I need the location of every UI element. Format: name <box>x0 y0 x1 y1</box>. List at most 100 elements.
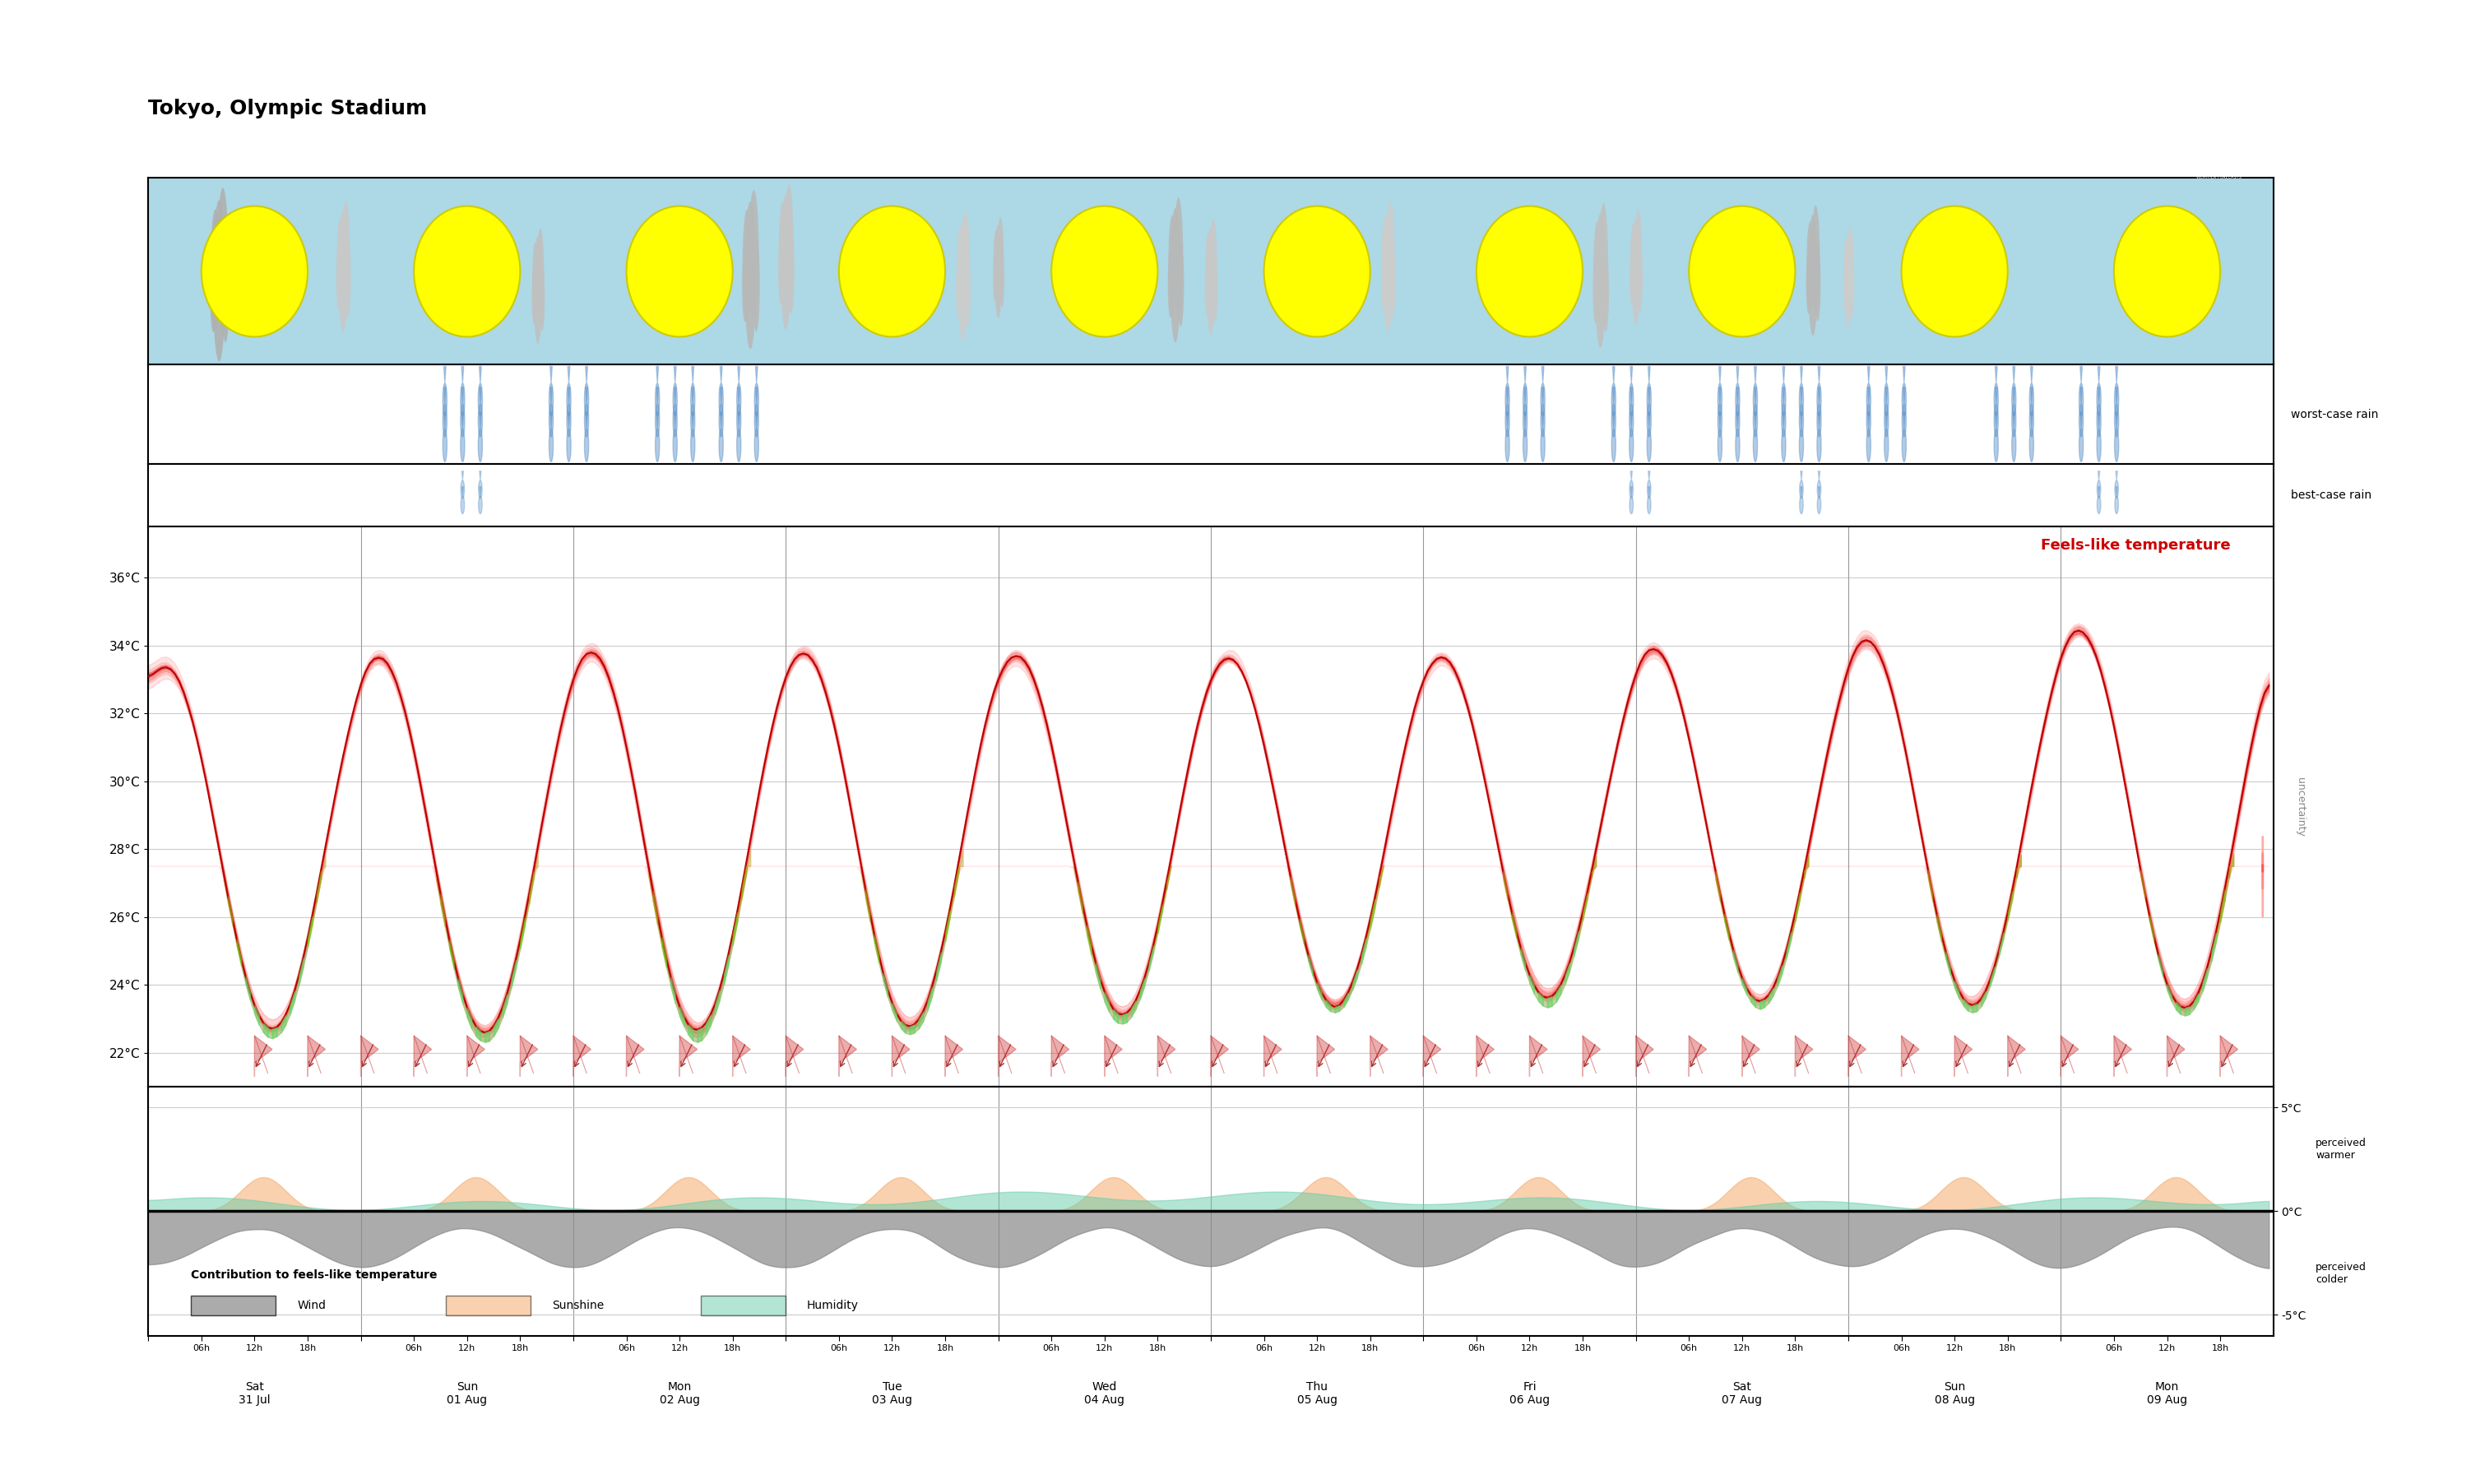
Polygon shape <box>549 429 554 462</box>
Ellipse shape <box>1213 255 1218 322</box>
Ellipse shape <box>210 209 220 329</box>
Polygon shape <box>1648 404 1651 436</box>
Polygon shape <box>2115 481 2118 499</box>
Polygon shape <box>2029 404 2034 436</box>
Polygon shape <box>1782 429 1787 462</box>
Polygon shape <box>1648 429 1651 462</box>
Polygon shape <box>566 429 571 462</box>
Polygon shape <box>680 1036 697 1076</box>
Polygon shape <box>566 404 571 436</box>
Ellipse shape <box>959 220 969 341</box>
Polygon shape <box>1903 429 1905 462</box>
Polygon shape <box>734 1036 751 1076</box>
Ellipse shape <box>993 224 1003 319</box>
Ellipse shape <box>1599 203 1609 321</box>
Polygon shape <box>1423 1036 1441 1076</box>
Ellipse shape <box>222 242 230 343</box>
Text: Mon
09 Aug: Mon 09 Aug <box>2147 1382 2187 1405</box>
Ellipse shape <box>993 230 998 300</box>
Ellipse shape <box>1843 264 1846 310</box>
Polygon shape <box>2221 1036 2239 1076</box>
Polygon shape <box>1754 429 1757 462</box>
Polygon shape <box>628 1036 645 1076</box>
Polygon shape <box>736 383 741 416</box>
Ellipse shape <box>217 188 227 329</box>
Polygon shape <box>1735 404 1740 436</box>
Ellipse shape <box>1381 249 1386 310</box>
Polygon shape <box>2006 1036 2026 1076</box>
Text: best-case rain: best-case rain <box>2291 490 2372 502</box>
Ellipse shape <box>1171 208 1181 343</box>
Polygon shape <box>1628 429 1633 462</box>
Text: Sun
08 Aug: Sun 08 Aug <box>1935 1382 1974 1405</box>
Text: ECMWF: ECMWF <box>2298 138 2350 150</box>
Polygon shape <box>2078 404 2083 436</box>
Polygon shape <box>1522 383 1527 416</box>
Ellipse shape <box>783 184 793 303</box>
Polygon shape <box>309 1036 326 1076</box>
Text: perceived
colder: perceived colder <box>2315 1261 2367 1285</box>
Text: Sat
07 Aug: Sat 07 Aug <box>1722 1382 1762 1405</box>
Polygon shape <box>2115 404 2118 436</box>
Ellipse shape <box>956 227 964 318</box>
Ellipse shape <box>1169 251 1174 318</box>
Ellipse shape <box>415 206 521 337</box>
Ellipse shape <box>1596 214 1606 347</box>
Ellipse shape <box>788 230 793 313</box>
Ellipse shape <box>744 202 756 349</box>
Polygon shape <box>586 383 588 416</box>
Ellipse shape <box>1806 221 1814 312</box>
Ellipse shape <box>744 209 751 321</box>
Ellipse shape <box>1594 257 1599 324</box>
Polygon shape <box>2078 383 2083 416</box>
Polygon shape <box>2029 383 2034 416</box>
Polygon shape <box>460 496 465 513</box>
Polygon shape <box>998 1036 1016 1076</box>
Ellipse shape <box>339 211 348 332</box>
Ellipse shape <box>1384 211 1394 332</box>
Ellipse shape <box>964 251 971 326</box>
Ellipse shape <box>1594 221 1601 322</box>
Polygon shape <box>1816 383 1821 416</box>
Polygon shape <box>361 1036 378 1076</box>
Polygon shape <box>1505 383 1510 416</box>
Ellipse shape <box>1843 239 1848 310</box>
Polygon shape <box>1522 429 1527 462</box>
Polygon shape <box>460 481 465 499</box>
Polygon shape <box>2115 429 2118 462</box>
Polygon shape <box>692 429 694 462</box>
Polygon shape <box>1690 1036 1707 1076</box>
Polygon shape <box>1317 1036 1334 1076</box>
FancyBboxPatch shape <box>445 1296 531 1316</box>
Polygon shape <box>566 383 571 416</box>
Polygon shape <box>586 429 588 462</box>
Polygon shape <box>946 1036 964 1076</box>
Ellipse shape <box>210 252 217 332</box>
Polygon shape <box>1648 481 1651 499</box>
Polygon shape <box>1903 383 1905 416</box>
Polygon shape <box>460 429 465 462</box>
FancyBboxPatch shape <box>190 1296 277 1316</box>
Ellipse shape <box>1001 248 1003 307</box>
Polygon shape <box>1584 1036 1601 1076</box>
Ellipse shape <box>1843 233 1853 328</box>
Polygon shape <box>442 429 447 462</box>
Polygon shape <box>1105 1036 1122 1076</box>
Ellipse shape <box>1814 246 1821 322</box>
Polygon shape <box>1885 429 1888 462</box>
Polygon shape <box>672 429 677 462</box>
Text: worst-case rain: worst-case rain <box>2291 408 2380 420</box>
Polygon shape <box>1885 383 1888 416</box>
Polygon shape <box>2098 481 2100 499</box>
Polygon shape <box>573 1036 591 1076</box>
Polygon shape <box>1542 429 1544 462</box>
FancyBboxPatch shape <box>702 1296 786 1316</box>
Ellipse shape <box>1638 245 1643 313</box>
Ellipse shape <box>1265 206 1371 337</box>
Polygon shape <box>2061 1036 2078 1076</box>
Ellipse shape <box>531 242 539 324</box>
Polygon shape <box>1628 496 1633 513</box>
Text: Humidity: Humidity <box>808 1300 860 1312</box>
Polygon shape <box>892 1036 909 1076</box>
Polygon shape <box>2115 496 2118 513</box>
